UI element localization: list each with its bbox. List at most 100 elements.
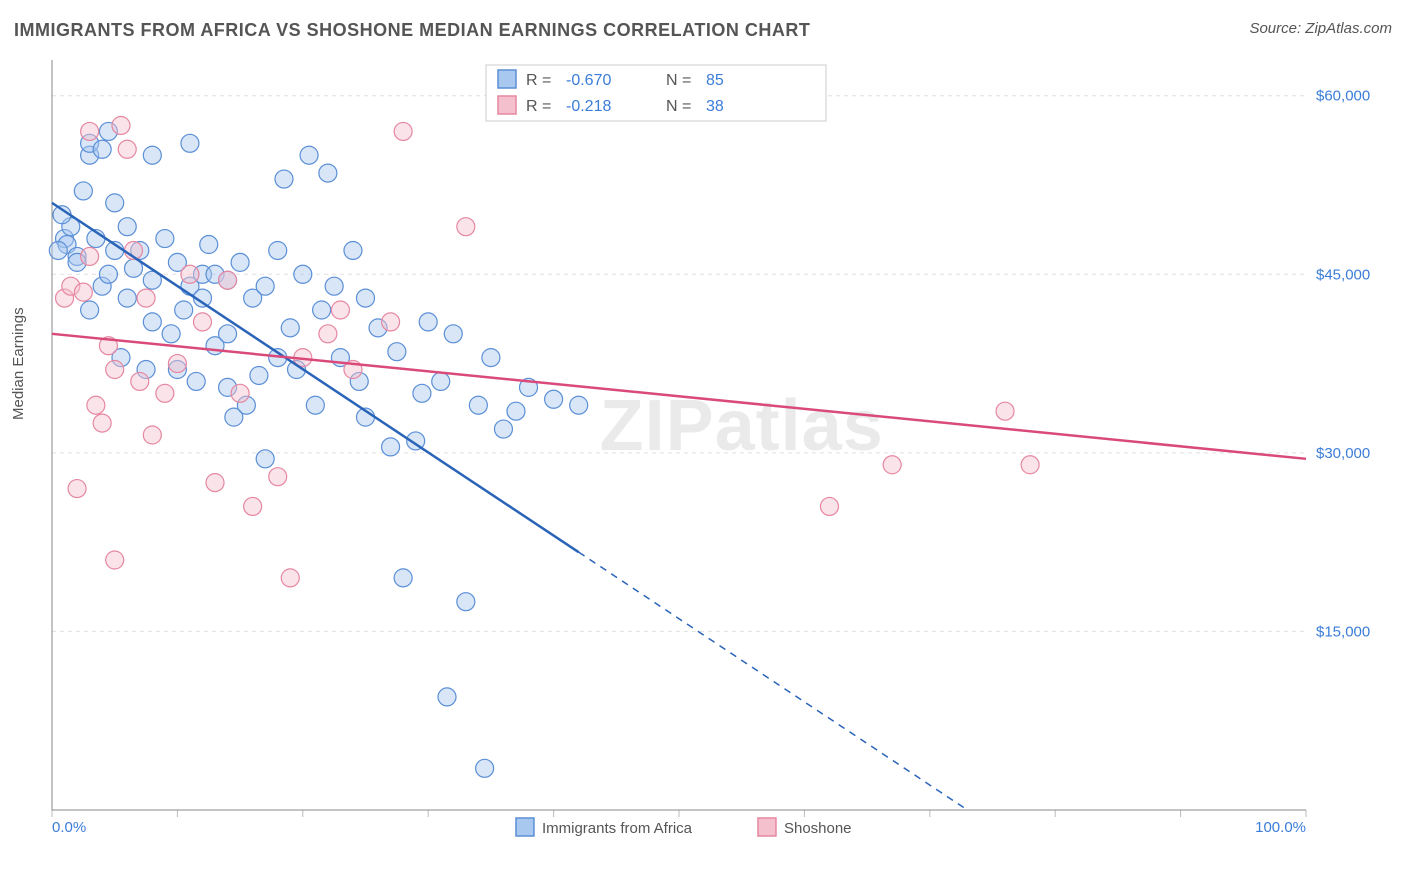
legend-n-label: N = xyxy=(666,98,691,115)
data-point xyxy=(394,569,412,587)
data-point xyxy=(444,325,462,343)
data-point xyxy=(300,146,318,164)
data-point xyxy=(476,759,494,777)
x-min-label: 0.0% xyxy=(52,819,86,836)
data-point xyxy=(438,688,456,706)
data-point xyxy=(494,420,512,438)
data-point xyxy=(269,468,287,486)
data-point xyxy=(319,325,337,343)
x-max-label: 100.0% xyxy=(1255,819,1306,836)
data-point xyxy=(469,396,487,414)
data-point xyxy=(81,247,99,265)
data-point xyxy=(507,402,525,420)
data-point xyxy=(87,396,105,414)
data-point xyxy=(382,313,400,331)
legend-swatch xyxy=(498,70,516,88)
data-point xyxy=(319,164,337,182)
data-point xyxy=(388,343,406,361)
data-point xyxy=(93,140,111,158)
data-point xyxy=(269,241,287,259)
y-tick-label: $30,000 xyxy=(1316,445,1370,462)
data-point xyxy=(81,122,99,140)
data-point xyxy=(281,569,299,587)
data-point xyxy=(162,325,180,343)
data-point xyxy=(106,361,124,379)
data-point xyxy=(118,218,136,236)
data-point xyxy=(231,384,249,402)
data-point xyxy=(250,366,268,384)
legend-series-label: Shoshone xyxy=(784,820,852,837)
legend-r-value: -0.218 xyxy=(566,98,611,115)
data-point xyxy=(118,140,136,158)
data-point xyxy=(545,390,563,408)
y-axis-label: Median Earnings xyxy=(10,307,27,420)
legend-series-label: Immigrants from Africa xyxy=(542,820,693,837)
data-point xyxy=(137,289,155,307)
legend-swatch xyxy=(498,96,516,114)
data-point xyxy=(74,283,92,301)
data-point xyxy=(181,265,199,283)
data-point xyxy=(181,134,199,152)
scatter-chart: $15,000 $30,000 $45,000 $60,000 0.0% 100.0% ZI… xyxy=(46,60,1386,840)
data-point xyxy=(482,349,500,367)
data-point xyxy=(206,474,224,492)
legend-r-label: R = xyxy=(526,72,551,89)
data-point xyxy=(256,450,274,468)
data-point xyxy=(106,194,124,212)
data-point xyxy=(457,218,475,236)
data-point xyxy=(996,402,1014,420)
data-point xyxy=(413,384,431,402)
data-point xyxy=(131,372,149,390)
data-point xyxy=(168,355,186,373)
data-point xyxy=(143,426,161,444)
legend-n-label: N = xyxy=(666,72,691,89)
legend-n-value: 38 xyxy=(706,98,724,115)
data-point xyxy=(231,253,249,271)
data-point xyxy=(49,241,67,259)
data-point xyxy=(193,313,211,331)
data-point xyxy=(883,456,901,474)
data-point xyxy=(118,289,136,307)
data-point xyxy=(256,277,274,295)
data-point xyxy=(419,313,437,331)
y-tick-label: $15,000 xyxy=(1316,623,1370,640)
data-point xyxy=(313,301,331,319)
trend-line-extrapolated xyxy=(579,552,968,810)
legend-n-value: 85 xyxy=(706,72,724,89)
chart-title: IMMIGRANTS FROM AFRICA VS SHOSHONE MEDIA… xyxy=(14,20,810,40)
data-point xyxy=(457,593,475,611)
data-point xyxy=(187,372,205,390)
chart-container: $15,000 $30,000 $45,000 $60,000 0.0% 100.0% ZI… xyxy=(46,60,1386,845)
data-point xyxy=(219,325,237,343)
data-point xyxy=(175,301,193,319)
data-point xyxy=(394,122,412,140)
legend-swatch xyxy=(758,818,776,836)
data-point xyxy=(219,271,237,289)
legend-r-value: -0.670 xyxy=(566,72,611,89)
data-point xyxy=(325,277,343,295)
data-point xyxy=(820,497,838,515)
data-point xyxy=(331,301,349,319)
data-point xyxy=(200,236,218,254)
data-point xyxy=(143,146,161,164)
watermark: ZIPatlas xyxy=(600,386,884,466)
data-point xyxy=(68,480,86,498)
data-point xyxy=(570,396,588,414)
y-tick-label: $45,000 xyxy=(1316,266,1370,283)
data-point xyxy=(382,438,400,456)
data-point xyxy=(106,551,124,569)
data-point xyxy=(99,265,117,283)
data-point xyxy=(244,497,262,515)
legend-swatch xyxy=(516,818,534,836)
data-point xyxy=(156,230,174,248)
data-point xyxy=(112,116,130,134)
data-point xyxy=(74,182,92,200)
source-attribution: Source: ZipAtlas.com xyxy=(1249,20,1392,37)
data-point xyxy=(306,396,324,414)
data-point xyxy=(1021,456,1039,474)
data-point xyxy=(294,265,312,283)
data-point xyxy=(432,372,450,390)
data-point xyxy=(143,313,161,331)
y-tick-label: $60,000 xyxy=(1316,88,1370,105)
data-point xyxy=(81,301,99,319)
